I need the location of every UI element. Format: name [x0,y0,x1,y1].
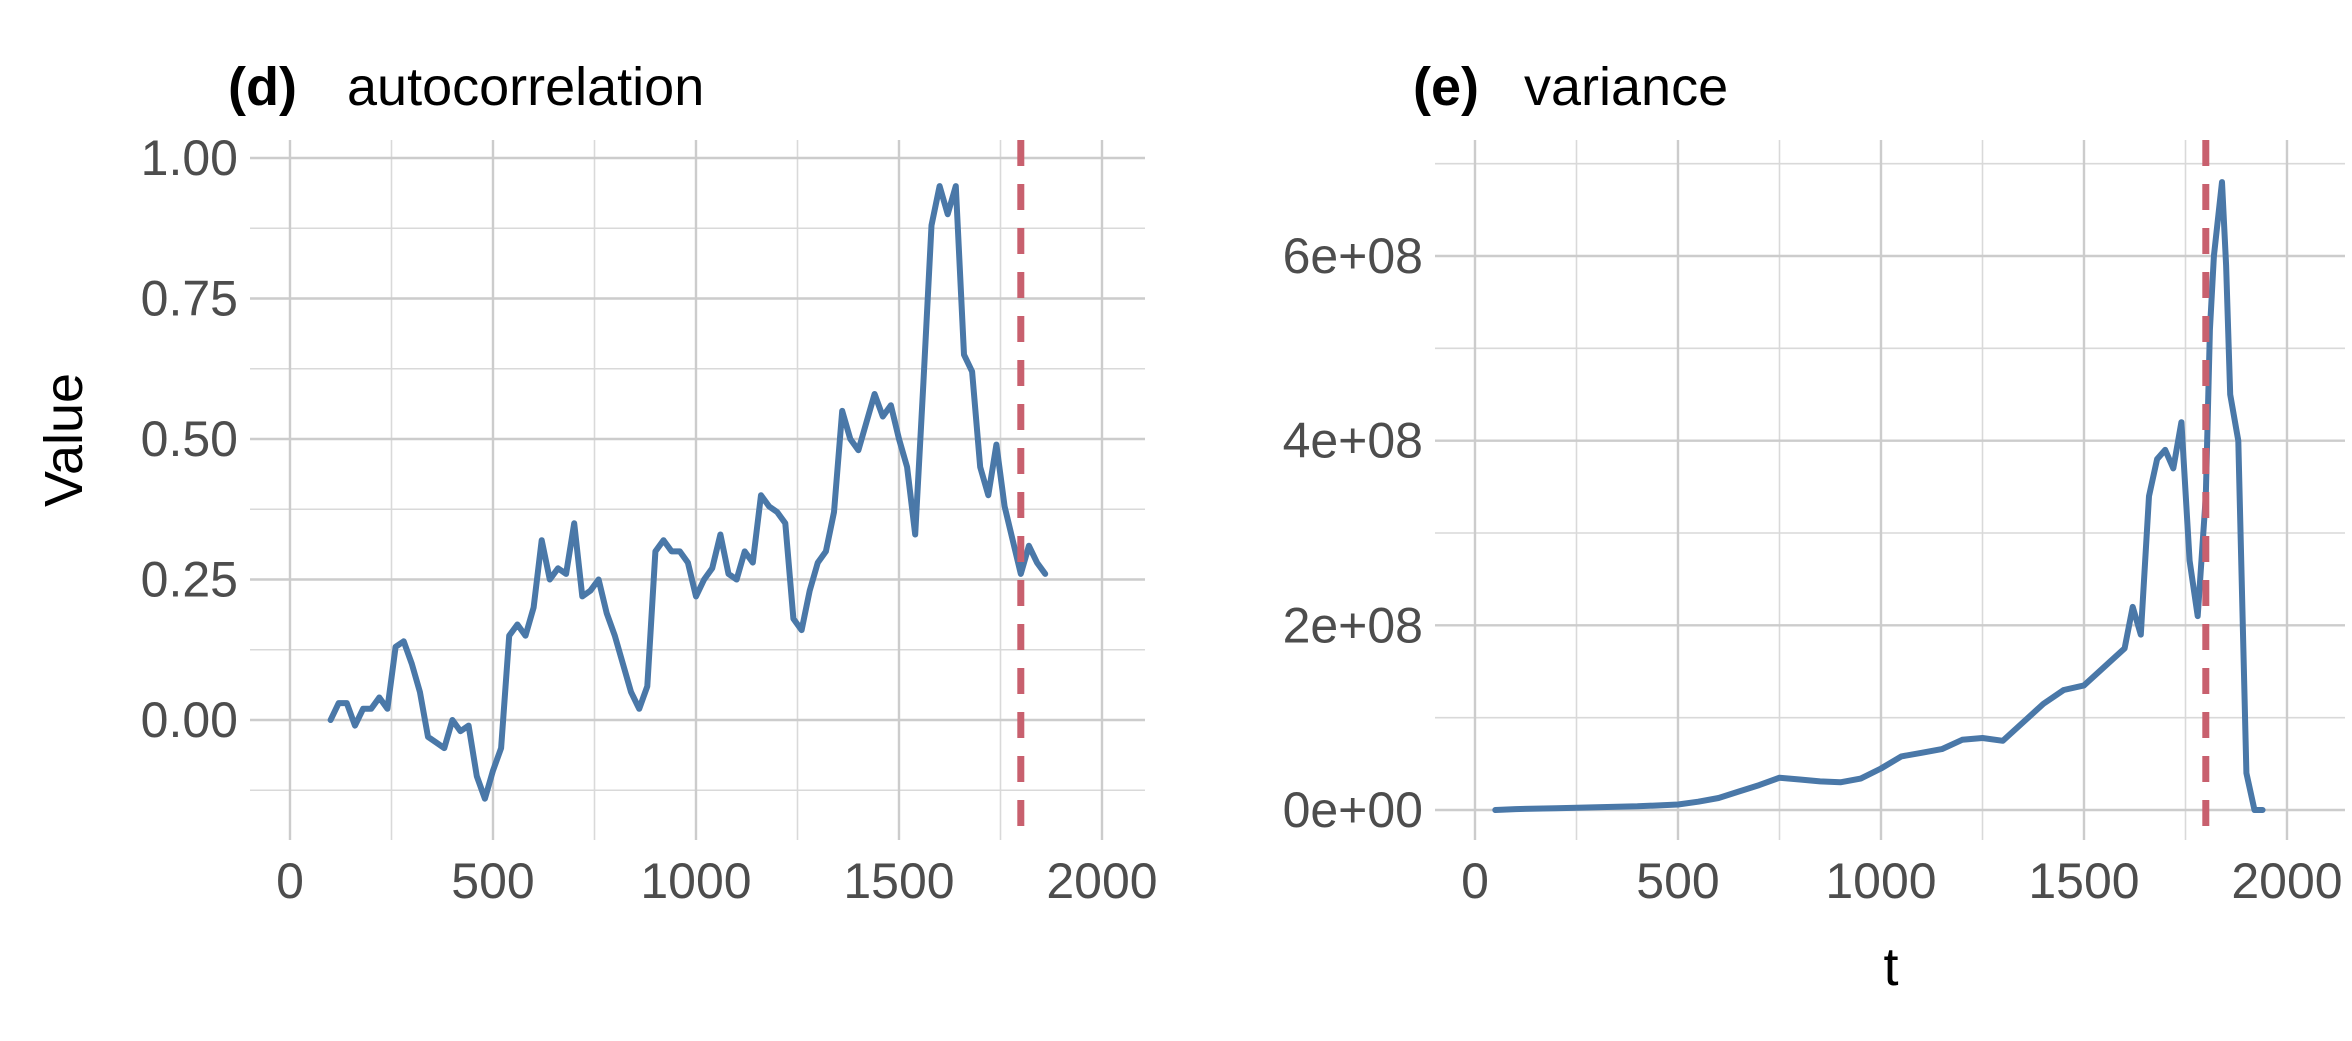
series-line [1492,179,2266,813]
y-tick-label: 1.00 [141,130,238,186]
variance-panel: 0e+00 2e+08 4e+08 6e+08 0 500 1000 1500 2000 (e… [1283,57,2345,997]
variance-x-ticks: 0 500 1000 1500 2000 [1461,853,2343,909]
autocorrelation-panel: 0.00 0.25 0.50 0.75 1.00 0 500 1000 1500 2000 (d… [34,57,1158,909]
variance-marks [1492,140,2266,840]
panel-tag-e: (e) [1413,57,1479,117]
x-tick-label: 1500 [843,853,954,909]
autocorrelation-marks [327,140,1049,840]
y-tick-label: 2e+08 [1283,597,1423,653]
panel-title-variance: variance [1524,57,1728,117]
y-axis-label: Value [34,373,94,507]
x-tick-label: 500 [1636,853,1719,909]
y-tick-label: 0.75 [141,271,238,327]
autocorrelation-x-ticks: 0 500 1000 1500 2000 [276,853,1158,909]
x-tick-label: 2000 [2231,853,2342,909]
x-tick-label: 2000 [1046,853,1157,909]
x-tick-label: 0 [276,853,304,909]
y-tick-label: 0.00 [141,692,238,748]
y-tick-label: 0.50 [141,411,238,467]
autocorrelation-grid [250,140,1145,840]
y-tick-label: 4e+08 [1283,413,1423,469]
y-tick-label: 6e+08 [1283,228,1423,284]
x-tick-label: 1000 [1825,853,1936,909]
variance-y-ticks: 0e+00 2e+08 4e+08 6e+08 [1283,228,1423,838]
y-tick-label: 0.25 [141,552,238,608]
series-line [327,183,1049,802]
x-tick-label: 1000 [640,853,751,909]
x-tick-label: 0 [1461,853,1489,909]
x-axis-label: t [1883,937,1898,997]
panel-tag-d: (d) [228,57,297,117]
autocorrelation-y-ticks: 0.00 0.25 0.50 0.75 1.00 [141,130,238,748]
x-tick-label: 1500 [2028,853,2139,909]
y-tick-label: 0e+00 [1283,782,1423,838]
panel-title-autocorrelation: autocorrelation [347,57,704,117]
x-tick-label: 500 [451,853,534,909]
